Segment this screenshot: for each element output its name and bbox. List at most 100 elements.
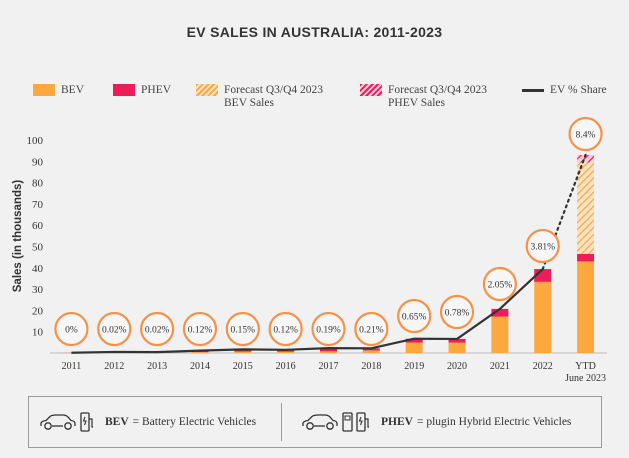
y-tick-label: 40 [32,263,44,275]
charger-icon [356,412,369,432]
x-tick-label: YTD [575,361,596,372]
share-circle [482,266,517,302]
footer-phev-text: = plugin Hybrid Electric Vehicles [416,416,572,428]
bar-phev [405,338,423,343]
share-label: 0.02% [102,326,127,336]
fuel-pump-icon [342,412,353,432]
ev-share-line [71,268,544,354]
share-circle [140,311,175,347]
footer-bev-abbr: BEV [105,416,129,428]
footer-phev-abbr: PHEV [381,416,413,428]
y-tick-label: 50 [32,242,44,254]
bar-bev [362,350,380,353]
bar-forecast-phev [577,154,595,163]
share-label: 0.12% [188,326,213,336]
bar-bev [405,342,423,353]
x-tick-label: June 2023 [565,373,606,384]
x-tick-label: 2014 [190,361,210,372]
y-tick-label: 100 [27,135,44,147]
legend-swatch-forecast-phev [360,84,382,96]
legend-label-bev: BEV [61,84,84,96]
footer-definitions: BEV = Battery Electric Vehicles PHEV = p… [28,396,602,448]
x-tick-label: 2020 [447,361,467,372]
share-circle [525,228,560,264]
y-tick-label: 30 [32,284,44,296]
bar-phev [320,348,337,352]
x-tick-label: 2011 [62,361,82,372]
bar-bev [277,351,295,353]
x-tick-label: 2021 [490,361,510,372]
y-tick-label: 20 [32,305,44,317]
car-icon [40,414,76,430]
y-tick-label: 90 [32,156,44,168]
legend-swatch-bev [33,84,55,96]
x-tick-label: 2019 [404,361,424,372]
bar-bev [534,281,552,353]
share-circle [225,311,260,347]
charger-icon [80,412,93,432]
share-label: 0.65% [402,313,427,323]
bar-bev [577,261,595,353]
share-circle [568,116,603,152]
share-circle [354,311,389,347]
legend-label-forecast-phev-1: Forecast Q3/Q4 2023 [388,84,488,96]
share-label: 0.15% [231,326,256,336]
chart-area: 10 20 30 40 50 60 70 80 90 100 0% 0.02% 0.02% 0.12% 0… [27,116,607,384]
legend-label-forecast-phev-2: PHEV Sales [388,97,445,109]
x-tick-label: 2012 [104,361,124,372]
footer-phev: PHEV = plugin Hybrid Electric Vehicles [301,397,571,447]
legend-label-forecast-bev-1: Forecast Q3/Q4 2023 [224,84,324,96]
share-label: 8.4% [576,131,596,141]
share-circle [268,311,303,347]
x-tick-label: 2018 [361,361,381,372]
share-label: 0.78% [445,309,470,319]
x-tick-label: 2022 [533,361,553,372]
legend-label-phev: PHEV [141,84,172,96]
share-label: 0.12% [273,326,298,336]
legend-swatch-forecast-bev [196,84,218,96]
bar-phev [448,338,466,343]
legend-label-forecast-bev-2: BEV Sales [224,97,274,109]
share-label: 2.05% [488,281,513,291]
x-tick-label: 2016 [276,361,296,372]
bar-bev [191,352,209,353]
legend-swatch-phev [113,84,135,96]
footer-bev-text: = Battery Electric Vehicles [132,416,257,428]
bar-bev [448,342,466,353]
x-tick-label: 2013 [147,361,167,372]
share-label: 0.02% [145,326,170,336]
y-tick-label: 10 [32,327,44,339]
share-label: 0.19% [316,326,341,336]
share-label: 3.81% [530,243,555,253]
y-tick-label: 80 [32,178,44,190]
chart-title: EV SALES IN AUSTRALIA: 2011-2023 [186,24,443,40]
bar-forecast-bev [577,162,595,254]
share-circle [397,298,432,334]
legend-item-bev: BEV [33,84,84,97]
bar-phev [491,308,509,317]
legend-item-forecast-bev: Forecast Q3/Q4 2023 BEV Sales [196,84,323,110]
legend-item-forecast-phev: Forecast Q3/Q4 2023 PHEV Sales [360,84,487,110]
legend-item-phev: PHEV [113,84,171,97]
footer-divider [281,403,282,441]
share-circle [97,311,132,347]
bar-bev [491,316,509,353]
y-tick-label: 70 [32,199,44,211]
bar-bev [320,351,337,353]
share-circle [54,311,89,347]
legend-swatch-share [522,89,544,92]
footer-bev: BEV = Battery Electric Vehicles [39,397,256,447]
legend-label-share: EV % Share [550,84,607,96]
bar-bev [234,351,252,353]
share-circle [182,311,218,347]
legend-item-share: EV % Share [522,84,607,97]
share-label: 0% [65,326,78,336]
share-circle [311,311,346,347]
share-label: 0.21% [359,326,384,336]
car-icon [302,414,338,430]
x-tick-label: 2017 [319,361,339,372]
x-tick-label: 2015 [233,361,253,372]
bar-phev [577,253,595,262]
y-tick-label: 60 [32,220,44,232]
legend: BEV PHEV Forecast Q3/Q4 2023 BEV Sales F… [0,0,629,120]
